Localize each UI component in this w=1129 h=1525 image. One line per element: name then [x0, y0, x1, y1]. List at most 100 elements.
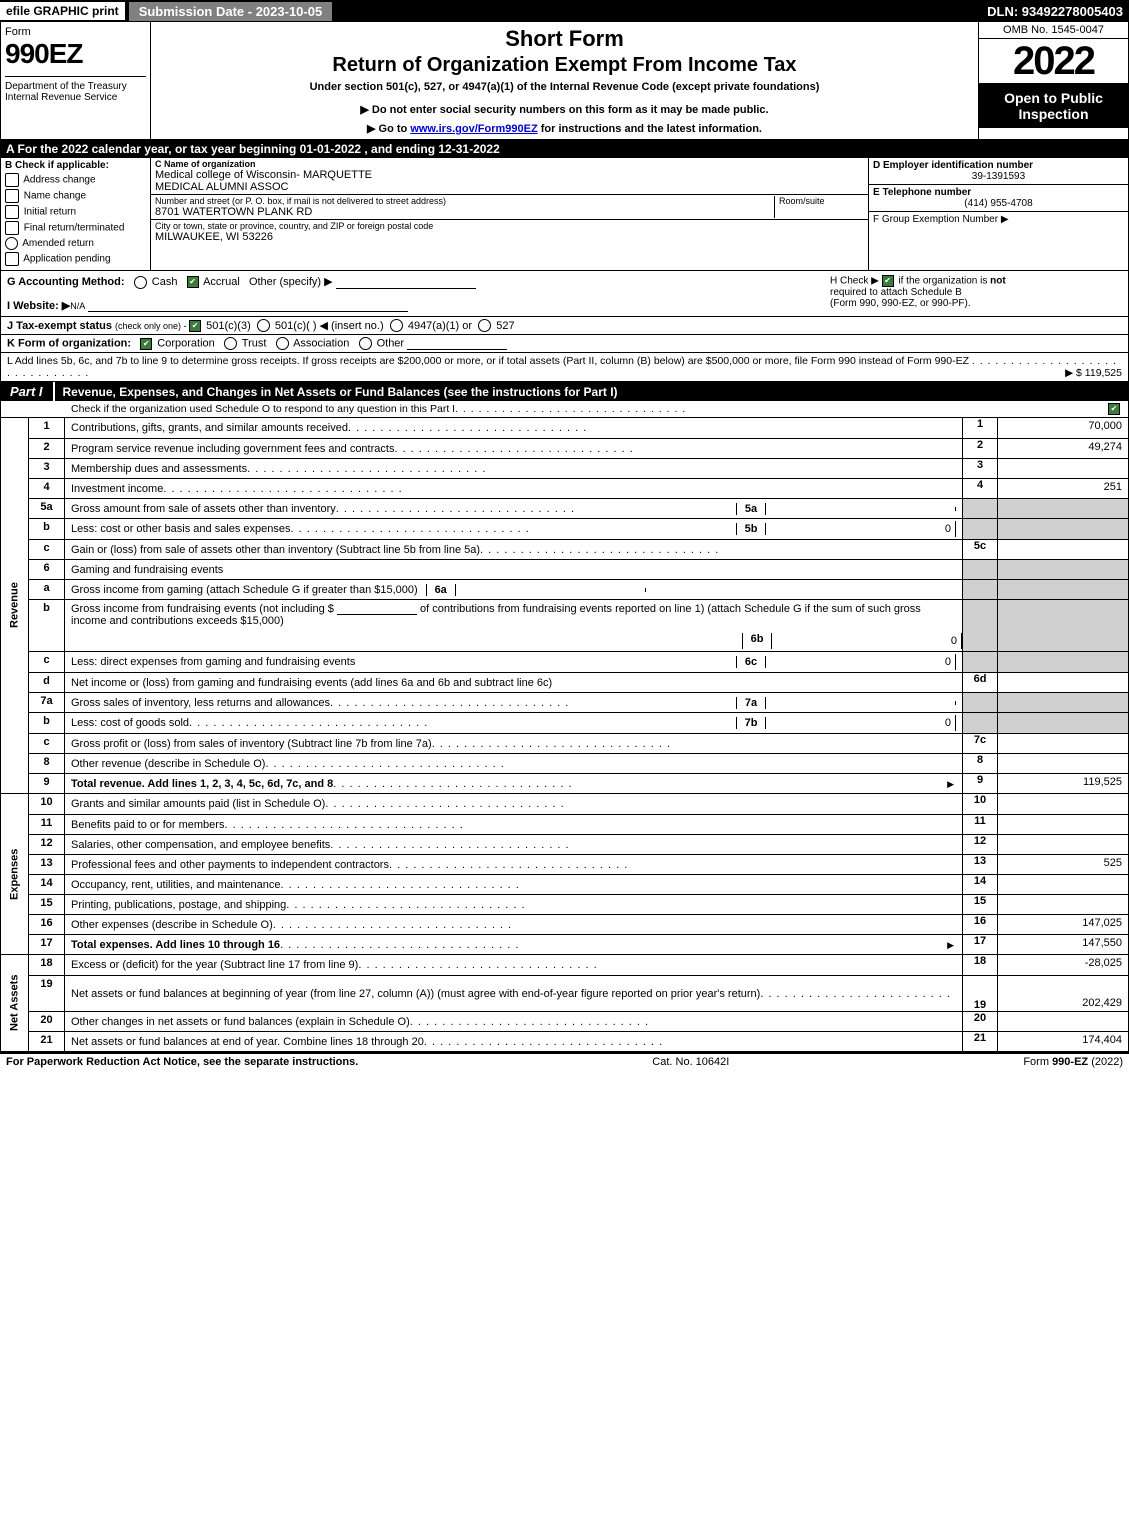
r17-arrow-icon — [945, 939, 956, 951]
goto-post: for instructions and the latest informat… — [538, 123, 762, 135]
r12-n: 12 — [29, 835, 65, 854]
r20-v — [998, 1012, 1128, 1031]
r20-d: Other changes in net assets or fund bala… — [71, 1016, 410, 1028]
r4-n: 4 — [29, 479, 65, 498]
footer-center: Cat. No. 10642I — [358, 1056, 1023, 1068]
section-b: B Check if applicable: Address change Na… — [1, 158, 151, 270]
r9-v: 119,525 — [998, 774, 1128, 793]
r5a-d: Gross amount from sale of assets other t… — [71, 503, 336, 515]
j-501c-radio[interactable] — [257, 320, 272, 332]
r13-v: 525 — [998, 855, 1128, 874]
j-4947-radio[interactable] — [390, 320, 405, 332]
header-left: Form 990EZ Department of the Treasury In… — [1, 22, 151, 139]
r20-n: 20 — [29, 1012, 65, 1031]
g-accrual-check[interactable] — [187, 276, 201, 288]
r7c-n: c — [29, 734, 65, 753]
j-o1: 501(c)(3) — [206, 320, 251, 332]
r5c-v — [998, 540, 1128, 559]
r7b-sv: 0 — [766, 715, 956, 731]
g-other-input[interactable] — [336, 276, 476, 289]
g-cash-radio[interactable] — [134, 276, 149, 288]
r2-d: Program service revenue including govern… — [71, 443, 394, 455]
chk-name-change[interactable]: Name change — [5, 189, 146, 203]
addr-label: Number and street (or P. O. box, if mail… — [155, 196, 774, 206]
h-checkbox[interactable] — [882, 276, 896, 287]
r5b-n: b — [29, 519, 65, 539]
e-label: E Telephone number — [873, 187, 971, 198]
r16-v: 147,025 — [998, 915, 1128, 934]
ssn-note: ▶ Do not enter social security numbers o… — [159, 103, 970, 116]
r11-v — [998, 815, 1128, 834]
form-number: 990EZ — [5, 38, 146, 70]
k-label: K Form of organization: — [7, 338, 131, 350]
r14-n: 14 — [29, 875, 65, 894]
r6d-rn: 6d — [962, 673, 998, 692]
j-527-radio[interactable] — [478, 320, 493, 332]
org-name-2: MEDICAL ALUMNI ASSOC — [155, 181, 864, 193]
r18-n: 18 — [29, 955, 65, 975]
r9-rn: 9 — [962, 774, 998, 793]
r1-v: 70,000 — [998, 418, 1128, 438]
j-o4: 527 — [496, 320, 514, 332]
r8-d: Other revenue (describe in Schedule O) — [71, 758, 265, 770]
r6b-d1: Gross income from fundraising events (no… — [71, 603, 334, 615]
j-501c3-check[interactable] — [189, 320, 203, 332]
r6a-rn — [962, 580, 998, 599]
r6a-sv — [456, 588, 646, 592]
r5a-sv — [766, 507, 956, 511]
r7b-n: b — [29, 713, 65, 733]
r21-d: Net assets or fund balances at end of ye… — [71, 1036, 424, 1048]
r1-n: 1 — [29, 418, 65, 438]
r15-n: 15 — [29, 895, 65, 914]
street-address: 8701 WATERTOWN PLANK RD — [155, 206, 774, 218]
check-o-text: Check if the organization used Schedule … — [71, 403, 455, 415]
r18-v: -28,025 — [998, 955, 1128, 975]
r7b-rn — [962, 713, 998, 733]
header-mid: Short Form Return of Organization Exempt… — [151, 22, 978, 139]
r10-n: 10 — [29, 794, 65, 814]
check-o-box[interactable] — [1108, 403, 1122, 415]
short-form-label: Short Form — [159, 26, 970, 52]
r6a-sn: 6a — [426, 584, 456, 596]
r5c-d: Gain or (loss) from sale of assets other… — [71, 544, 480, 556]
r6a-d: Gross income from gaming (attach Schedul… — [71, 584, 418, 596]
k-trust-radio[interactable] — [224, 338, 239, 350]
r5c-n: c — [29, 540, 65, 559]
chk-address-change[interactable]: Address change — [5, 173, 146, 187]
r17-rn: 17 — [962, 935, 998, 954]
r6-n: 6 — [29, 560, 65, 579]
k-corp-check[interactable] — [140, 338, 154, 350]
r6a-v — [998, 580, 1128, 599]
r8-n: 8 — [29, 754, 65, 773]
r14-v — [998, 875, 1128, 894]
website-value: N/A — [70, 301, 85, 311]
r12-d: Salaries, other compensation, and employ… — [71, 839, 330, 851]
chk-initial-return[interactable]: Initial return — [5, 205, 146, 219]
r1-rn: 1 — [962, 418, 998, 438]
k-assoc-radio[interactable] — [276, 338, 291, 350]
city-state-zip: MILWAUKEE, WI 53226 — [155, 231, 864, 243]
r7a-sv — [766, 701, 956, 705]
r6b-sn: 6b — [742, 633, 772, 649]
chk-final-return[interactable]: Final return/terminated — [5, 221, 146, 235]
r17-d: Total expenses. Add lines 10 through 16 — [71, 939, 280, 951]
chk-application-pending[interactable]: Application pending — [5, 252, 146, 266]
phone-value: (414) 955-4708 — [873, 198, 1124, 209]
r3-rn: 3 — [962, 459, 998, 478]
revenue-section: Revenue 1Contributions, gifts, grants, a… — [0, 418, 1129, 794]
r8-v — [998, 754, 1128, 773]
irs-link[interactable]: www.irs.gov/Form990EZ — [410, 123, 537, 135]
r6d-v — [998, 673, 1128, 692]
r15-d: Printing, publications, postage, and shi… — [71, 899, 286, 911]
r2-rn: 2 — [962, 439, 998, 458]
part1-tag: Part I — [0, 382, 55, 401]
r11-rn: 11 — [962, 815, 998, 834]
k-other-radio[interactable] — [359, 338, 374, 350]
r7a-d: Gross sales of inventory, less returns a… — [71, 697, 330, 709]
r15-v — [998, 895, 1128, 914]
g-label: G Accounting Method: — [7, 276, 125, 288]
r10-v — [998, 794, 1128, 814]
omb-number: OMB No. 1545-0047 — [979, 22, 1128, 39]
gh-row: G Accounting Method: Cash Accrual Other … — [0, 271, 1129, 317]
chk-amended-return[interactable]: Amended return — [5, 237, 146, 250]
